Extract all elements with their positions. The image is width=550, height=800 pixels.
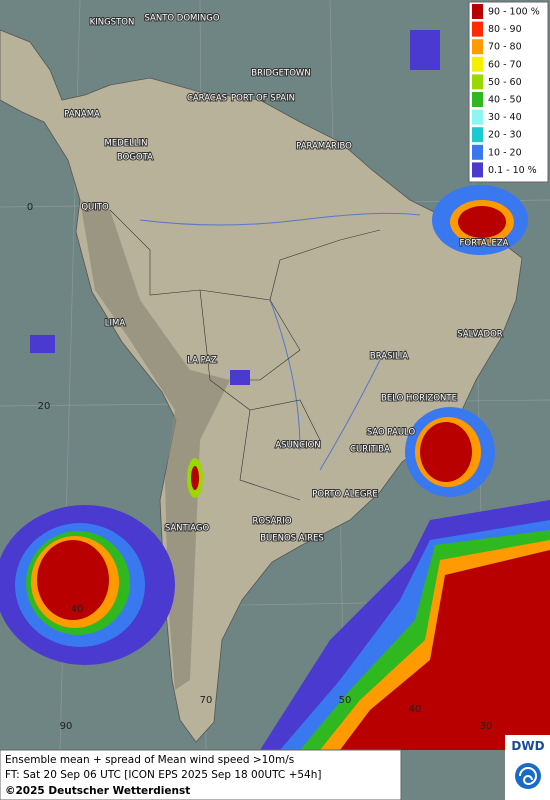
legend: 90 - 100 % 80 - 90 70 - 80 60 - 70 50 - 60 40… — [468, 1, 549, 183]
legend-label: 90 - 100 % — [488, 7, 540, 18]
footer: Ensemble mean + spread of Mean wind spee… — [0, 735, 550, 800]
legend-swatch — [472, 144, 483, 160]
city-label: BELO HORIZONTE — [381, 394, 457, 404]
grid-label: 30 — [480, 721, 493, 732]
city-label: CURITIBA — [350, 445, 390, 455]
legend-label: 20 - 30 — [488, 130, 522, 141]
city-labels: KINGSTON SANTO DOMINGO BRIDGETOWN PANAMA CAR… — [63, 13, 510, 545]
legend-label: 10 - 20 — [488, 147, 522, 158]
city-label: PORTO ALEGRE — [312, 490, 377, 500]
land — [0, 29, 523, 743]
wind-probability — [0, 30, 550, 750]
city-label: LA PAZ — [187, 356, 217, 366]
andes — [80, 200, 230, 690]
legend-label: 50 - 60 — [488, 77, 522, 88]
grid-label: 40 — [409, 704, 422, 715]
legend-swatch — [472, 109, 483, 125]
legend-label: 40 - 50 — [488, 95, 522, 106]
legend-label: 80 - 90 — [488, 24, 522, 35]
legend-swatch — [472, 56, 483, 72]
copyright: ©2025 Deutscher Wetterdienst — [5, 785, 190, 797]
city-label: BOGOTA — [117, 153, 153, 163]
grid-label: 70 — [200, 695, 213, 706]
legend-swatch — [472, 162, 483, 178]
city-label: ROSARIO — [252, 517, 291, 527]
legend-label: 0.1 - 10 % — [488, 165, 537, 176]
legend-label: 30 - 40 — [488, 112, 522, 123]
city-label: BUENOS AIRES — [260, 534, 324, 544]
legend-swatch — [472, 74, 483, 90]
legend-swatch — [472, 39, 483, 55]
legend-swatch — [472, 127, 483, 143]
city-label: KINGSTON — [90, 18, 135, 28]
city-label: BRIDGETOWN — [251, 69, 310, 79]
footer-box — [0, 749, 402, 800]
rivers — [139, 212, 421, 471]
logo-swirl — [519, 767, 537, 786]
legend-swatch — [472, 92, 483, 107]
city-label: SALVADOR — [457, 330, 502, 340]
city-label: SAO PAULO — [367, 428, 416, 438]
city-label: BRASILIA — [370, 352, 408, 362]
borders — [109, 209, 381, 501]
grid-label: 0 — [27, 202, 33, 213]
city-label: SANTIAGO — [165, 524, 210, 534]
grid-label: 50 — [339, 695, 352, 706]
city-label: SANTO DOMINGO — [144, 14, 219, 24]
logo: DWD — [511, 739, 544, 753]
grid-label: 20 — [38, 401, 51, 412]
legend-swatch — [472, 4, 483, 19]
grid-label: 90 — [60, 721, 73, 732]
city-label: PORT OF SPAIN — [231, 94, 295, 104]
city-label: LIMA — [105, 319, 126, 329]
city-label: PARAMARIBO — [296, 142, 352, 152]
city-label: CARACAS — [187, 94, 227, 104]
footer-line: Ensemble mean + spread of Mean wind spee… — [5, 754, 294, 766]
legend-swatch — [472, 21, 483, 37]
city-label: MEDELLIN — [105, 139, 148, 149]
grid-label: 40 — [71, 604, 84, 615]
footer-line: FT: Sat 20 Sep 06 UTC [ICON EPS 2025 Sep… — [5, 769, 321, 781]
city-label: ASUNCION — [275, 441, 320, 451]
city-label: FORTALEZA — [460, 239, 509, 249]
city-label: QUITO — [81, 203, 109, 213]
city-label: PANAMA — [64, 110, 100, 120]
grid-labels: 0 20 40 70 90 50 40 30 — [27, 202, 493, 732]
legend-label: 60 - 70 — [488, 59, 522, 70]
legend-label: 70 - 80 — [488, 42, 522, 53]
